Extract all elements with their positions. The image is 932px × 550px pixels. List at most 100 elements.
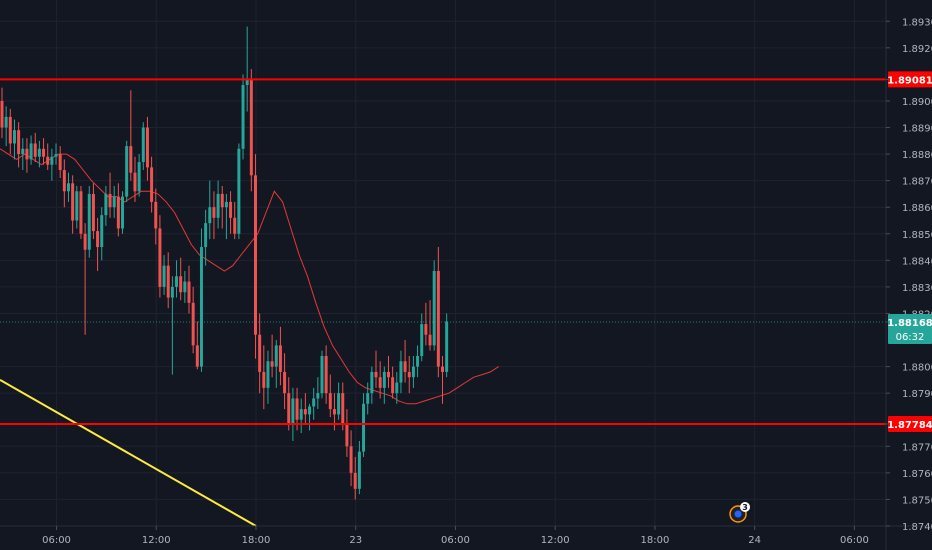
candle-body[interactable]: [432, 270, 436, 346]
candle-body[interactable]: [441, 366, 444, 372]
candle-body[interactable]: [328, 393, 332, 410]
candle-body[interactable]: [179, 276, 183, 293]
candle-body[interactable]: [129, 146, 133, 173]
candles[interactable]: [0, 26, 449, 500]
candle-body[interactable]: [316, 393, 320, 399]
candle-body[interactable]: [141, 127, 145, 163]
candle-body[interactable]: [100, 215, 104, 248]
candle-body[interactable]: [245, 79, 249, 86]
candle-body[interactable]: [83, 233, 87, 250]
candle-body[interactable]: [145, 127, 149, 168]
candle-body[interactable]: [266, 361, 270, 388]
candle-body[interactable]: [411, 366, 415, 378]
candle-body[interactable]: [349, 446, 353, 473]
candle-body[interactable]: [150, 167, 154, 202]
candle-body[interactable]: [403, 361, 407, 372]
candle-body[interactable]: [29, 143, 33, 160]
candle-body[interactable]: [33, 143, 37, 157]
candle-body[interactable]: [420, 324, 424, 356]
candle-body[interactable]: [154, 201, 158, 229]
candle-body[interactable]: [8, 116, 12, 144]
candle-body[interactable]: [308, 406, 312, 415]
candle-body[interactable]: [199, 247, 203, 367]
candle-body[interactable]: [116, 196, 120, 229]
candle-body[interactable]: [220, 193, 224, 208]
candle-body[interactable]: [395, 382, 399, 394]
candle-body[interactable]: [158, 228, 162, 287]
candle-body[interactable]: [357, 451, 361, 489]
candle-body[interactable]: [195, 345, 199, 367]
candle-body[interactable]: [0, 100, 4, 128]
candle-body[interactable]: [104, 193, 108, 216]
candle-body[interactable]: [332, 409, 336, 415]
candle-body[interactable]: [187, 281, 191, 303]
candle-body[interactable]: [312, 398, 316, 407]
candle-body[interactable]: [299, 409, 303, 420]
candle-body[interactable]: [191, 302, 195, 346]
candle-body[interactable]: [133, 172, 137, 192]
candle-body[interactable]: [54, 154, 58, 157]
candle-body[interactable]: [391, 377, 395, 394]
candle-body[interactable]: [258, 334, 262, 372]
candle-body[interactable]: [75, 191, 79, 221]
candle-body[interactable]: [291, 398, 295, 426]
candle-body[interactable]: [278, 345, 282, 372]
candle-body[interactable]: [21, 148, 25, 155]
candle-body[interactable]: [345, 425, 349, 447]
candle-body[interactable]: [229, 201, 233, 218]
candle-body[interactable]: [249, 79, 253, 176]
candle-body[interactable]: [366, 393, 370, 404]
candle-body[interactable]: [96, 231, 100, 248]
time-axis[interactable]: 06:00 12:00 18:00 23 06:00 12:00 18:00 24 06:00: [42, 526, 869, 546]
candle-body[interactable]: [137, 162, 141, 192]
candle-body[interactable]: [428, 334, 432, 346]
candle-body[interactable]: [170, 286, 174, 298]
candle-body[interactable]: [46, 156, 50, 165]
candle-body[interactable]: [204, 223, 208, 248]
candle-body[interactable]: [175, 276, 179, 287]
candle-body[interactable]: [374, 371, 378, 378]
candle-body[interactable]: [25, 148, 29, 160]
candle-body[interactable]: [42, 148, 46, 157]
candle-body[interactable]: [4, 116, 8, 128]
candle-body[interactable]: [270, 361, 274, 367]
event-marker[interactable]: 3: [729, 502, 751, 523]
candle-body[interactable]: [386, 371, 390, 378]
candle-body[interactable]: [424, 324, 428, 335]
candle-body[interactable]: [121, 196, 125, 229]
candle-body[interactable]: [378, 377, 382, 388]
candle-body[interactable]: [262, 371, 266, 388]
candle-body[interactable]: [320, 355, 324, 394]
candle-body[interactable]: [399, 361, 403, 383]
candle-body[interactable]: [87, 193, 91, 250]
candle-body[interactable]: [112, 196, 116, 208]
candle-body[interactable]: [12, 130, 16, 144]
candle-body[interactable]: [50, 156, 54, 165]
candle-body[interactable]: [91, 193, 95, 232]
candle-body[interactable]: [233, 217, 237, 234]
candle-body[interactable]: [370, 371, 374, 394]
candle-body[interactable]: [287, 393, 291, 426]
candle-body[interactable]: [17, 130, 21, 155]
candle-body[interactable]: [208, 207, 212, 224]
candle-body[interactable]: [108, 193, 112, 208]
candle-body[interactable]: [216, 193, 220, 218]
candle-body[interactable]: [353, 472, 357, 489]
candle-body[interactable]: [283, 371, 287, 394]
candle-body[interactable]: [66, 183, 70, 192]
candle-body[interactable]: [274, 345, 278, 367]
candle-body[interactable]: [166, 265, 170, 298]
candle-body[interactable]: [71, 183, 75, 221]
candle-body[interactable]: [183, 281, 187, 293]
candle-body[interactable]: [253, 175, 257, 335]
candle-body[interactable]: [224, 201, 228, 208]
candle-body[interactable]: [295, 398, 299, 420]
candle-body[interactable]: [436, 270, 440, 367]
candle-body[interactable]: [324, 355, 328, 394]
candle-body[interactable]: [162, 265, 166, 287]
candle-body[interactable]: [79, 191, 83, 234]
candle-body[interactable]: [212, 207, 216, 218]
candle-body[interactable]: [341, 393, 345, 426]
candle-body[interactable]: [407, 371, 411, 378]
